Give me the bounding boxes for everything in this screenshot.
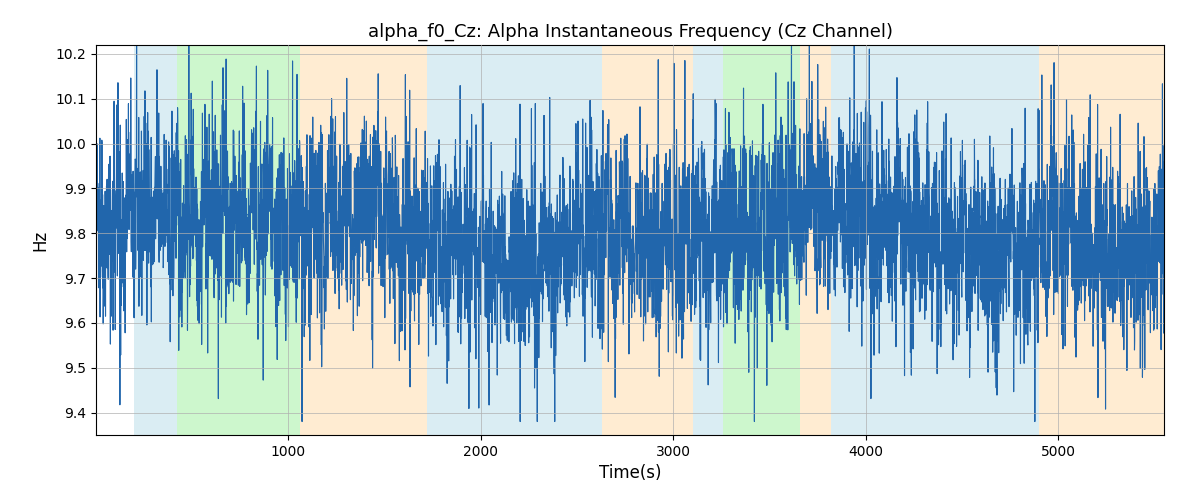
Bar [1039,45,1164,435]
Bar [427,45,602,435]
Title: alpha_f0_Cz: Alpha Instantaneous Frequency (Cz Channel): alpha_f0_Cz: Alpha Instantaneous Frequen… [367,22,893,41]
Bar [692,45,724,435]
Bar [300,45,427,435]
Bar [724,45,800,435]
Bar [134,45,176,435]
X-axis label: Time(s): Time(s) [599,464,661,482]
Bar [176,45,300,435]
Bar [602,45,692,435]
Bar [832,45,1039,435]
Y-axis label: Hz: Hz [32,230,50,250]
Bar [800,45,832,435]
